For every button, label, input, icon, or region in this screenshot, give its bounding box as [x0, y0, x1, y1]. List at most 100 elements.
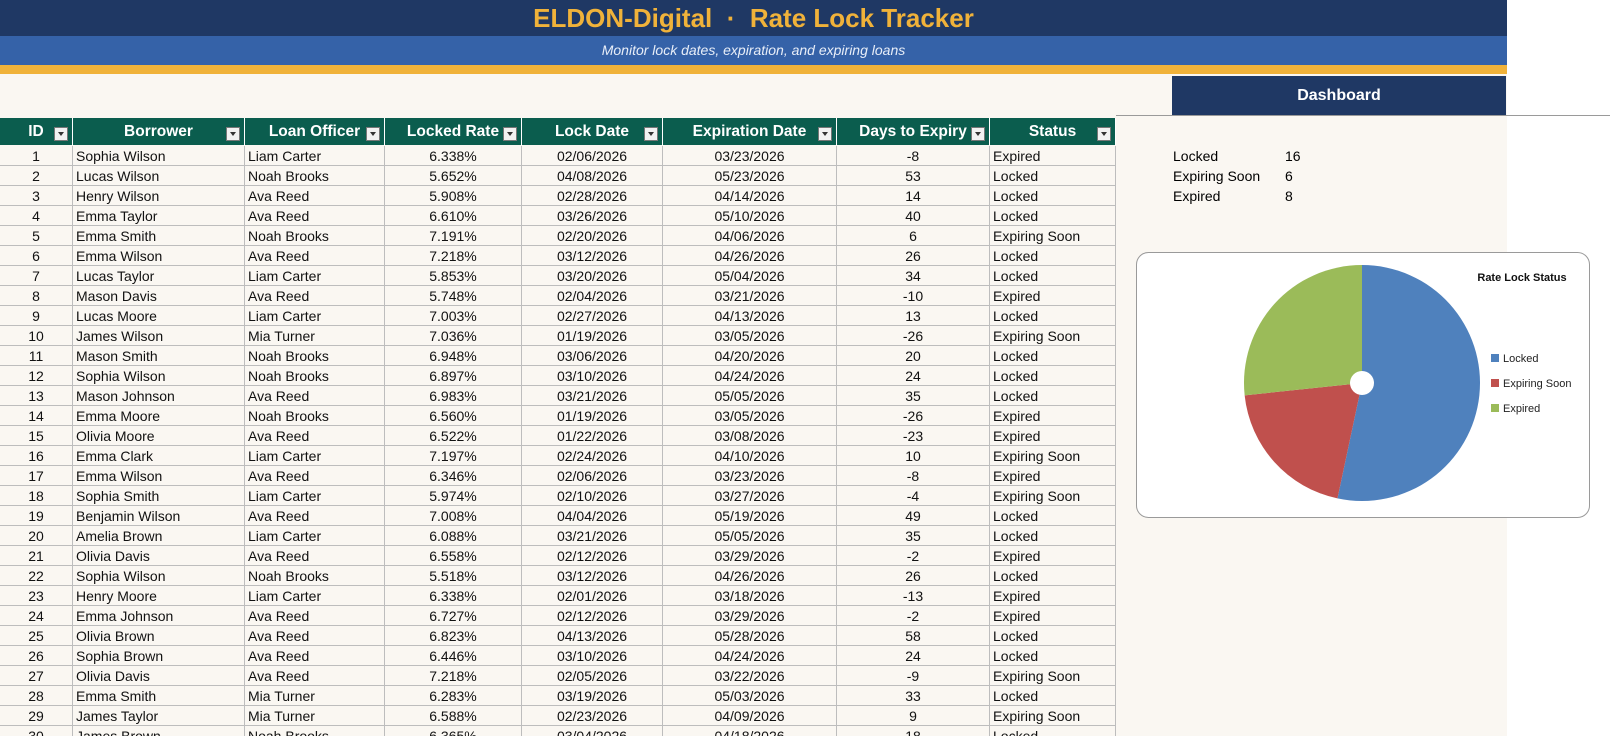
column-header: Locked Rate: [385, 118, 522, 145]
subtitle: Monitor lock dates, expiration, and expi…: [0, 36, 1507, 65]
table-cell: James Taylor: [73, 706, 245, 726]
table-cell: -9: [837, 666, 990, 686]
table-cell: 25: [0, 626, 73, 646]
table-cell: 20: [837, 346, 990, 366]
table-cell: Emma Wilson: [73, 246, 245, 266]
table-cell: 7.036%: [385, 326, 522, 346]
filter-button[interactable]: [54, 127, 68, 141]
table-cell: 5.518%: [385, 566, 522, 586]
table-cell: Expired: [990, 606, 1116, 626]
table-cell: 5.853%: [385, 266, 522, 286]
filter-button[interactable]: [644, 127, 658, 141]
table-cell: Mason Davis: [73, 286, 245, 306]
table-cell: 03/12/2026: [522, 246, 663, 266]
table-cell: 04/18/2026: [663, 726, 837, 736]
table-cell: 04/26/2026: [663, 246, 837, 266]
table-cell: 05/19/2026: [663, 506, 837, 526]
table-cell: 6: [0, 246, 73, 266]
table-cell: 15: [0, 426, 73, 446]
table-cell: 17: [0, 466, 73, 486]
table-cell: 40: [837, 206, 990, 226]
table-cell: Ava Reed: [245, 386, 385, 406]
table-cell: 6.346%: [385, 466, 522, 486]
table-cell: Noah Brooks: [245, 366, 385, 386]
table-cell: 7.218%: [385, 666, 522, 686]
table-cell: 6.338%: [385, 146, 522, 166]
table-cell: -2: [837, 606, 990, 626]
filter-button[interactable]: [818, 127, 832, 141]
table-cell: 02/12/2026: [522, 606, 663, 626]
table-cell: 6.522%: [385, 426, 522, 446]
table-cell: 03/21/2026: [663, 286, 837, 306]
table-cell: Emma Smith: [73, 226, 245, 246]
table-cell: Noah Brooks: [245, 346, 385, 366]
table-cell: 03/22/2026: [663, 666, 837, 686]
table-cell: 7.197%: [385, 446, 522, 466]
table-cell: Locked: [990, 366, 1116, 386]
filter-button[interactable]: [1097, 127, 1111, 141]
table-cell: 01/22/2026: [522, 426, 663, 446]
table-cell: 05/28/2026: [663, 626, 837, 646]
table-cell: Expiring Soon: [990, 326, 1116, 346]
table-cell: 5.908%: [385, 186, 522, 206]
column-header: Loan Officer: [245, 118, 385, 145]
title-band: [0, 0, 1507, 36]
table-cell: James Wilson: [73, 326, 245, 346]
table-cell: Noah Brooks: [245, 566, 385, 586]
filter-button[interactable]: [366, 127, 380, 141]
table-cell: 6.588%: [385, 706, 522, 726]
table-cell: -2: [837, 546, 990, 566]
table-cell: 9: [837, 706, 990, 726]
table-cell: 03/27/2026: [663, 486, 837, 506]
table-cell: 6.983%: [385, 386, 522, 406]
table-cell: 04/10/2026: [663, 446, 837, 466]
table-cell: 11: [0, 346, 73, 366]
table-cell: 33: [837, 686, 990, 706]
table-cell: 03/08/2026: [663, 426, 837, 446]
pie-slice: [1244, 383, 1362, 499]
table-cell: Ava Reed: [245, 546, 385, 566]
table-cell: 35: [837, 526, 990, 546]
table-cell: 6.338%: [385, 586, 522, 606]
table-cell: Expired: [990, 546, 1116, 566]
table-cell: 04/14/2026: [663, 186, 837, 206]
table-cell: 6.283%: [385, 686, 522, 706]
dashboard-header: Dashboard: [1172, 76, 1506, 115]
filter-button[interactable]: [226, 127, 240, 141]
summary-value: 8: [1285, 188, 1293, 204]
table-cell: 26: [837, 566, 990, 586]
table-cell: 16: [0, 446, 73, 466]
table-cell: Locked: [990, 686, 1116, 706]
filter-button[interactable]: [503, 127, 517, 141]
table-cell: Locked: [990, 206, 1116, 226]
table-cell: 49: [837, 506, 990, 526]
pie-slice: [1337, 265, 1480, 501]
table-cell: 21: [0, 546, 73, 566]
table-cell: Henry Moore: [73, 586, 245, 606]
table-cell: 02/01/2026: [522, 586, 663, 606]
table-cell: Ava Reed: [245, 606, 385, 626]
table-cell: 29: [0, 706, 73, 726]
table-cell: 2: [0, 166, 73, 186]
table-cell: Expiring Soon: [990, 666, 1116, 686]
table-cell: 05/23/2026: [663, 166, 837, 186]
table-cell: 5.974%: [385, 486, 522, 506]
table-cell: Locked: [990, 346, 1116, 366]
table-cell: Mason Smith: [73, 346, 245, 366]
table-cell: 03/05/2026: [663, 406, 837, 426]
table-cell: Expiring Soon: [990, 446, 1116, 466]
table-cell: Expiring Soon: [990, 706, 1116, 726]
table-cell: 18: [0, 486, 73, 506]
table-cell: 03/10/2026: [522, 366, 663, 386]
table-cell: 7.218%: [385, 246, 522, 266]
table-cell: Lucas Wilson: [73, 166, 245, 186]
table-cell: 8: [0, 286, 73, 306]
table-cell: Henry Wilson: [73, 186, 245, 206]
table-cell: 28: [0, 686, 73, 706]
table-cell: 7: [0, 266, 73, 286]
table-cell: 02/06/2026: [522, 466, 663, 486]
table-cell: Expiring Soon: [990, 226, 1116, 246]
table-cell: 10: [837, 446, 990, 466]
filter-button[interactable]: [971, 127, 985, 141]
